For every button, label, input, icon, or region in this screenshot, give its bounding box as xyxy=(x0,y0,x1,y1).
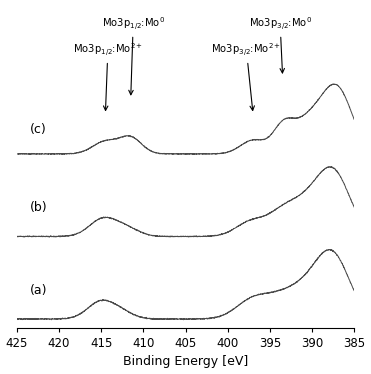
Text: Mo3p$_{3/2}$:Mo$^{2+}$: Mo3p$_{3/2}$:Mo$^{2+}$ xyxy=(211,41,281,110)
Text: (a): (a) xyxy=(29,284,47,297)
Text: (b): (b) xyxy=(29,201,47,214)
Text: Mo3p$_{3/2}$:Mo$^{0}$: Mo3p$_{3/2}$:Mo$^{0}$ xyxy=(249,15,312,73)
Text: (c): (c) xyxy=(29,123,46,136)
Text: Mo3p$_{1/2}$:Mo$^{2+}$: Mo3p$_{1/2}$:Mo$^{2+}$ xyxy=(73,41,143,110)
Text: Mo3p$_{1/2}$:Mo$^{0}$: Mo3p$_{1/2}$:Mo$^{0}$ xyxy=(102,15,165,95)
X-axis label: Binding Energy [eV]: Binding Energy [eV] xyxy=(123,355,248,368)
